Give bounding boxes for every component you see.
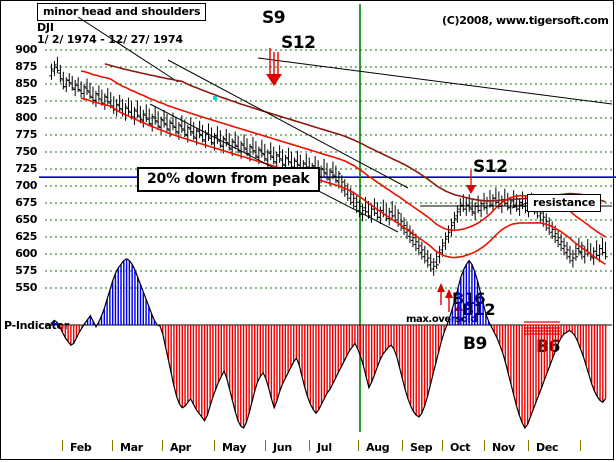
y-axis-tick-label: 775 <box>15 128 37 141</box>
month-label-jun: Jun <box>273 441 292 454</box>
signal-label-s12-top: S12 <box>281 33 316 53</box>
y-axis-tick-label: 675 <box>15 196 37 209</box>
max-oversold-label: max.oversold <box>406 314 478 325</box>
month-label-dec: Dec <box>536 441 559 454</box>
date-range-label: 1/ 2/ 1974 - 12/ 27/ 1974 <box>37 33 183 46</box>
month-label-feb: Feb <box>70 441 92 454</box>
month-tick <box>528 440 529 451</box>
signal-label-s9-top: S9 <box>262 8 286 28</box>
month-tick <box>580 440 581 451</box>
y-axis-tick-label: 725 <box>15 162 37 175</box>
month-tick <box>112 440 113 451</box>
y-axis-tick-label: 625 <box>15 230 37 243</box>
month-label-jul: Jul <box>317 441 332 454</box>
month-label-nov: Nov <box>492 441 516 454</box>
drop-note-label: 20% down from peak <box>137 167 320 192</box>
month-tick <box>358 440 359 451</box>
month-label-aug: Aug <box>366 441 390 454</box>
y-axis-tick-label: 575 <box>15 264 37 277</box>
head-and-shoulders-label: minor head and shoulders <box>37 3 207 21</box>
month-tick <box>265 440 266 451</box>
month-label-mar: Mar <box>120 441 143 454</box>
y-axis-tick-label: 700 <box>15 179 37 192</box>
resistance-label: resistance <box>527 194 602 212</box>
month-label-sep: Sep <box>410 441 433 454</box>
signal-label-s12-mid: S12 <box>473 157 508 177</box>
month-label-may: May <box>222 441 247 454</box>
month-label-oct: Oct <box>450 441 471 454</box>
y-axis-tick-label: 550 <box>15 281 37 294</box>
copyright-label: (C)2008, www.tigersoft.com <box>442 14 609 27</box>
month-label-apr: Apr <box>170 441 191 454</box>
month-axis: Feb Mar Apr May Jun Jul Aug Sep Oct Nov Dec <box>0 438 616 462</box>
month-tick <box>442 440 443 451</box>
month-tick <box>62 440 63 451</box>
symbol-label: DJI <box>37 21 54 34</box>
y-axis-tick-label: 875 <box>15 60 37 73</box>
month-tick <box>162 440 163 451</box>
signal-label-b9: B9 <box>463 334 487 354</box>
y-axis-tick-label: 800 <box>15 111 37 124</box>
y-axis-tick-label: 600 <box>15 247 37 260</box>
month-tick <box>402 440 403 451</box>
signal-label-b12: B12 <box>462 300 495 319</box>
y-axis-tick-label: 850 <box>15 77 37 90</box>
y-axis-tick-label: 825 <box>15 94 37 107</box>
y-axis-tick-label: 900 <box>15 43 37 56</box>
month-tick <box>484 440 485 451</box>
y-axis-tick-label: 650 <box>15 213 37 226</box>
y-axis-tick-label: 750 <box>15 145 37 158</box>
month-tick <box>214 440 215 451</box>
month-tick <box>309 440 310 451</box>
